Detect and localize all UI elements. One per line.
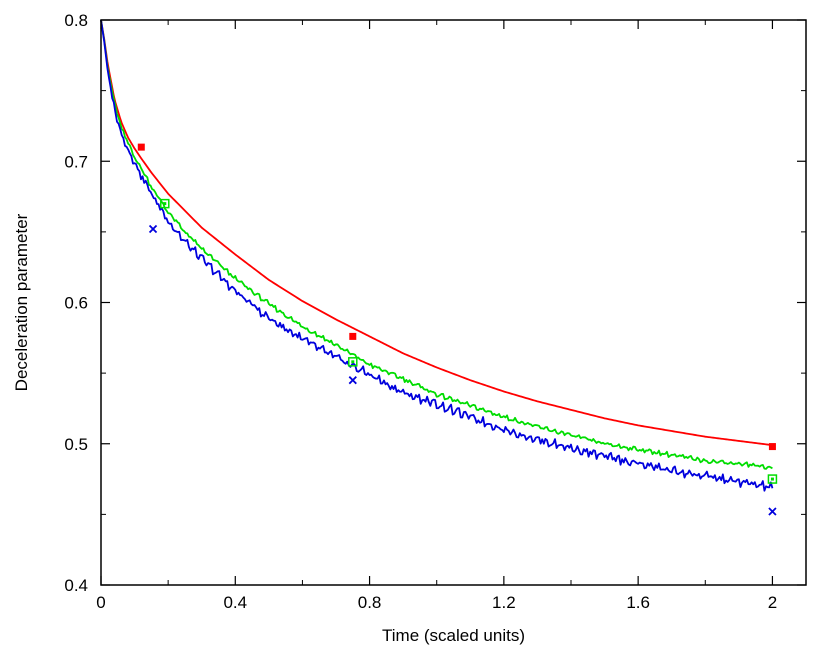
y-axis-label: Deceleration parameter [12,213,31,391]
marker-filled-square-1 [137,143,145,151]
marker-open-square-2 [348,357,358,367]
marker-cross-1 [148,224,158,234]
x-tick-label: 1.6 [626,593,650,612]
x-tick-label: 2 [768,593,777,612]
x-tick-label: 0.8 [358,593,382,612]
y-tick-label: 0.7 [64,152,88,171]
x-tick-label: 1.2 [492,593,516,612]
y-tick-label: 0.5 [64,435,88,454]
marker-open-square-1 [160,198,170,209]
plot-series [100,19,774,492]
series-line-1 [100,19,773,447]
series-line-3 [100,19,774,492]
marker-cross-2 [348,376,357,385]
series-line-2 [100,19,773,470]
x-tick-label: 0.4 [223,593,247,612]
x-axis-label: Time (scaled units) [382,626,525,645]
x-tick-label: 0 [96,593,105,612]
marker-cross-3 [768,507,777,516]
y-tick-label: 0.4 [64,576,88,595]
marker-open-square-3 [767,474,778,484]
plot-frame [100,19,807,586]
marker-filled-square-2 [349,332,357,340]
marker-filled-square-3 [768,443,776,451]
ticks [100,19,806,586]
plot-markers [137,143,778,516]
y-tick-label: 0.8 [64,11,88,30]
y-tick-label: 0.6 [64,294,88,313]
tick-labels: 0 0.4 0.8 1.2 1.6 2 0.4 0.5 0.6 0.7 0.8 [64,11,777,612]
